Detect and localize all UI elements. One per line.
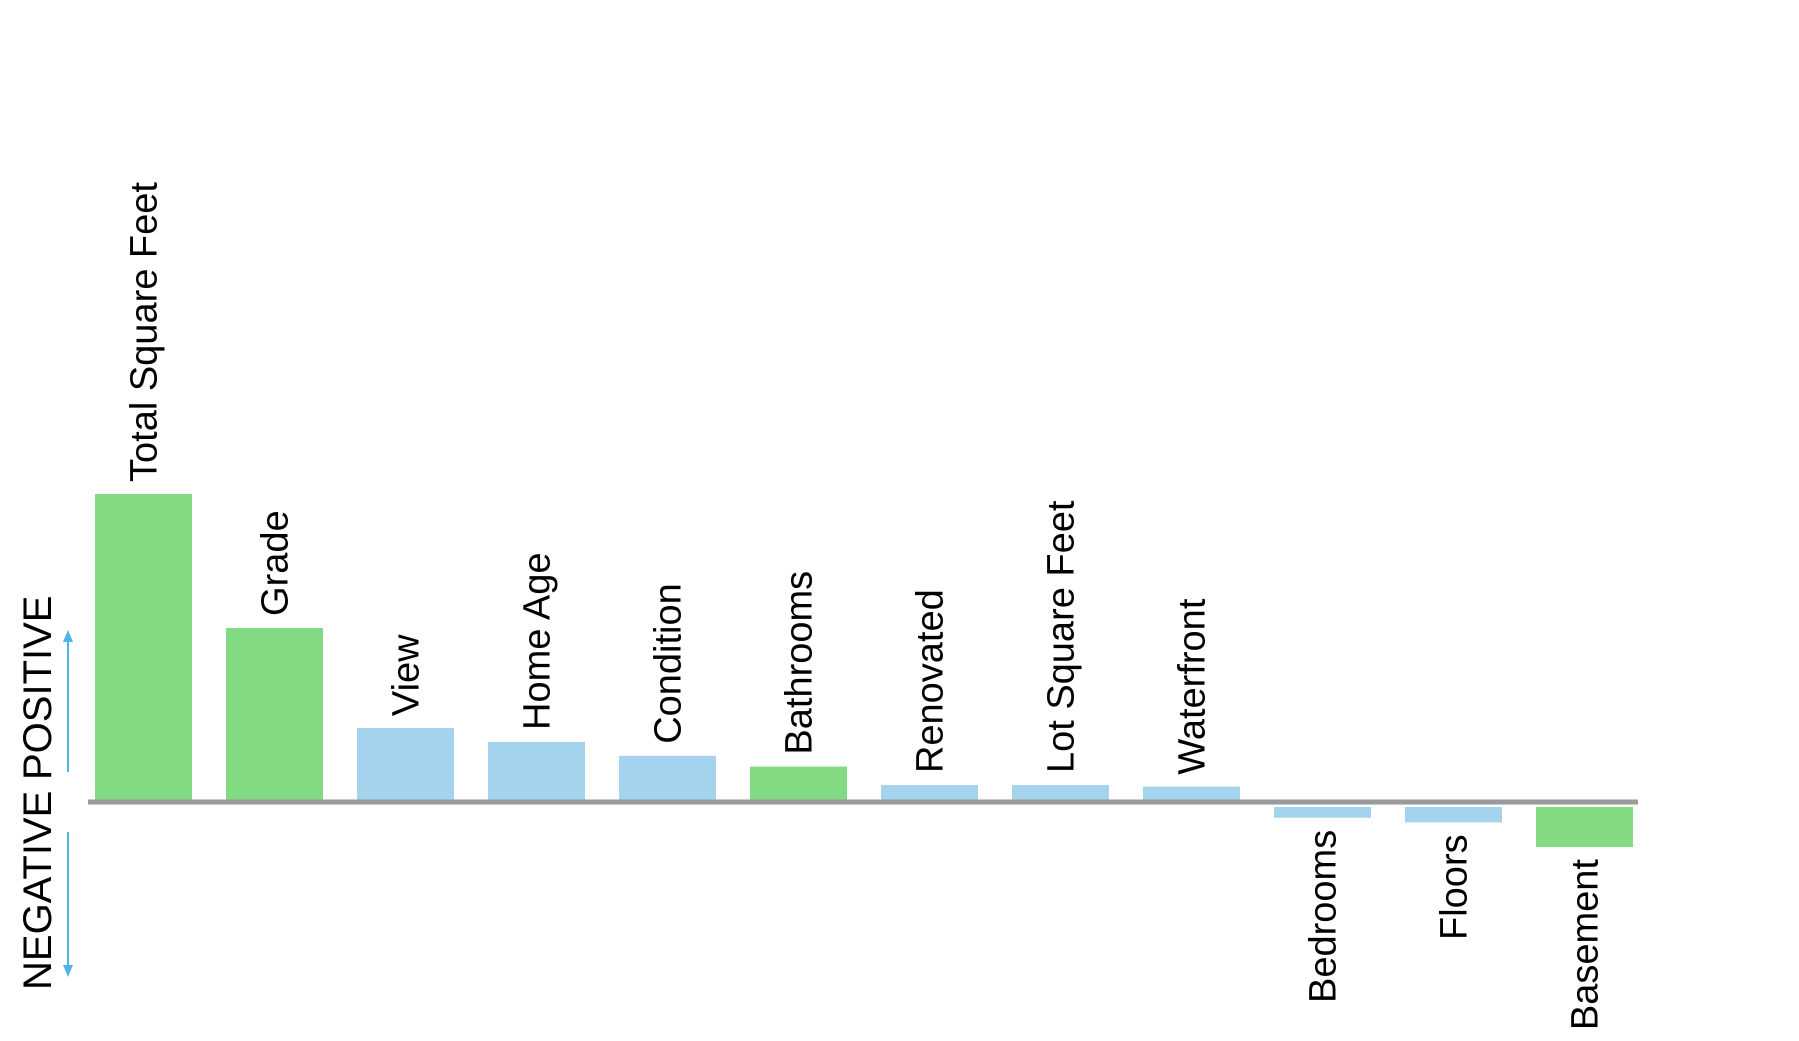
- bar-label-view: View: [386, 634, 428, 716]
- bar-bathrooms: [750, 766, 847, 802]
- bar-floors: [1405, 807, 1502, 823]
- negative-label: NEGATIVE: [16, 791, 60, 990]
- bar-view: [357, 728, 454, 802]
- bar-grade: [226, 627, 323, 802]
- bar-label-floors: Floors: [1434, 834, 1476, 940]
- bar-bedrooms: [1274, 807, 1371, 818]
- bar-home-age: [488, 741, 585, 802]
- bar-label-bathrooms: Bathrooms: [779, 571, 821, 755]
- bar-label-basement: Basement: [1565, 859, 1607, 1031]
- negative-arrow-icon: [63, 832, 73, 977]
- bar-label-total-square-feet: Total Square Feet: [124, 182, 166, 482]
- bar-label-waterfront: Waterfront: [1172, 598, 1214, 774]
- bar-total-square-feet: [95, 494, 192, 802]
- bars-group: [95, 494, 1633, 848]
- bar-waterfront: [1143, 786, 1240, 802]
- bar-lot-square-feet: [1012, 785, 1109, 802]
- positive-arrow-icon: [63, 630, 73, 772]
- bar-labels-group: Total Square Feet Grade View Home Age Condit…: [124, 182, 1607, 1031]
- bar-label-home-age: Home Age: [517, 552, 559, 729]
- bar-label-grade: Grade: [255, 510, 297, 616]
- bar-basement: [1536, 807, 1633, 848]
- bar-label-lot-square-feet: Lot Square Feet: [1041, 500, 1083, 773]
- bar-renovated: [881, 785, 978, 802]
- bar-label-renovated: Renovated: [910, 589, 952, 773]
- bar-condition: [619, 755, 716, 802]
- positive-label: POSITIVE: [16, 596, 60, 781]
- bar-label-condition: Condition: [648, 583, 690, 744]
- bar-label-bedrooms: Bedrooms: [1303, 830, 1345, 1003]
